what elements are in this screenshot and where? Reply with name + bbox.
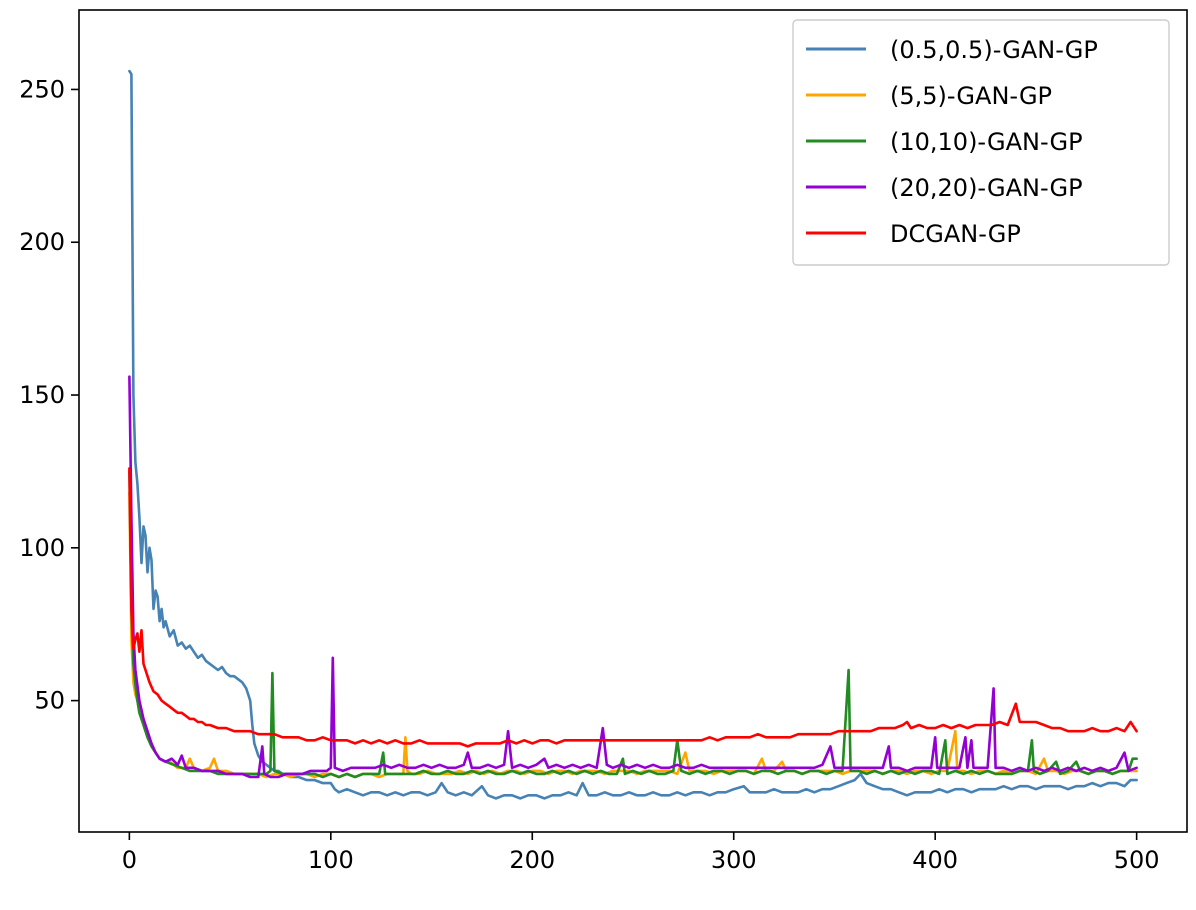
series-line-0 xyxy=(128,69,1138,800)
x-tick-label: 100 xyxy=(308,846,354,874)
y-tick-label: 150 xyxy=(19,381,65,409)
series-line-4 xyxy=(128,467,1138,748)
legend-label: (0.5,0.5)-GAN-GP xyxy=(890,36,1098,64)
y-axis: 50 100 150 200 250 xyxy=(19,75,79,715)
y-tick-label: 50 xyxy=(34,687,65,715)
legend-label: (10,10)-GAN-GP xyxy=(890,128,1083,156)
series-line-2 xyxy=(128,470,1138,779)
x-tick-label: 0 xyxy=(122,846,137,874)
x-tick-label: 300 xyxy=(711,846,757,874)
x-tick-label: 500 xyxy=(1114,846,1160,874)
plot-lines xyxy=(128,69,1138,800)
legend[interactable]: (0.5,0.5)-GAN-GP (5,5)-GAN-GP (10,10)-GAN-… xyxy=(792,19,1170,266)
legend-label: DCGAN-GP xyxy=(890,220,1021,248)
plot-frame xyxy=(78,9,1188,833)
y-tick-label: 200 xyxy=(19,228,65,256)
legend-label: (5,5)-GAN-GP xyxy=(890,82,1052,110)
x-axis: 0 100 200 300 400 500 xyxy=(122,832,1160,874)
y-tick-label: 250 xyxy=(19,75,65,103)
x-tick-label: 200 xyxy=(509,846,555,874)
x-tick-label: 400 xyxy=(912,846,958,874)
series-line-3 xyxy=(128,375,1138,779)
legend-label: (20,20)-GAN-GP xyxy=(890,174,1083,202)
legend-box xyxy=(792,19,1170,266)
y-tick-label: 100 xyxy=(19,534,65,562)
series-line-1 xyxy=(128,491,1138,779)
